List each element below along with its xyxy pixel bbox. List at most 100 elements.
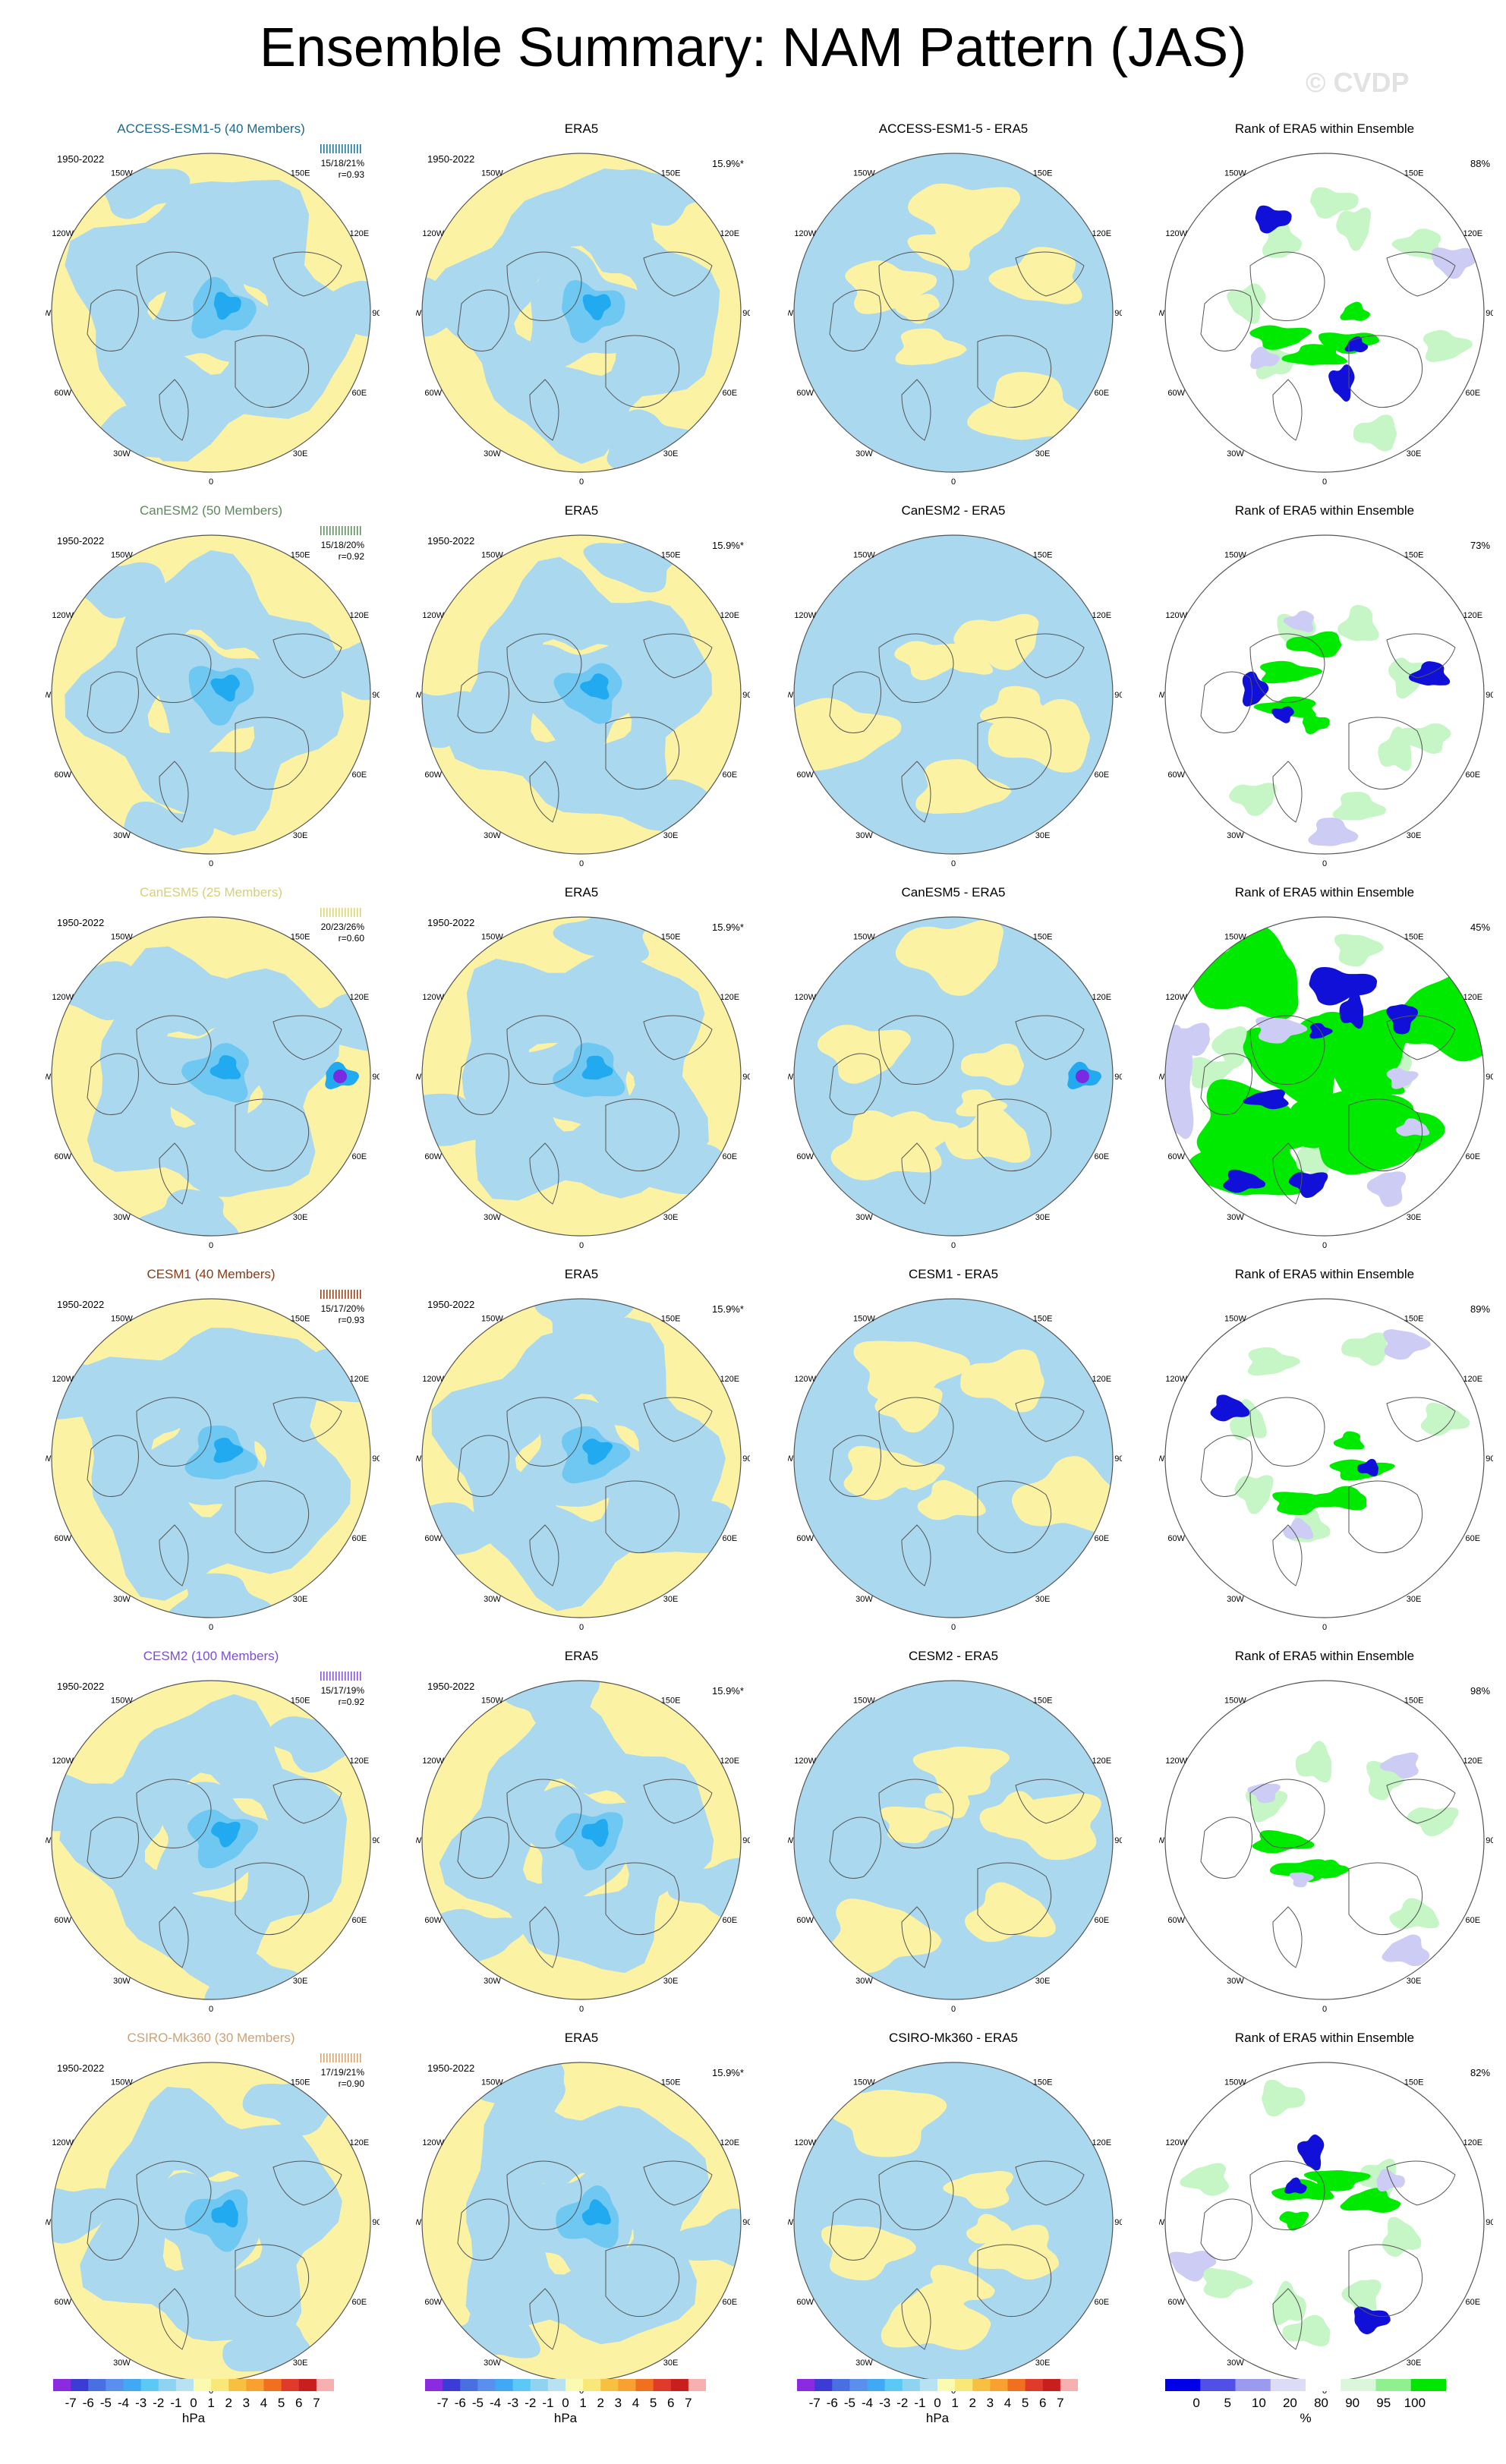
coastline-1 (829, 2198, 881, 2261)
lon-label-ur: 120E (1092, 1375, 1111, 1384)
negative-anomaly-ring (87, 946, 340, 1197)
rank-low-region (1308, 818, 1359, 846)
lon-label-bl: 30W (855, 449, 873, 458)
lon-label-ur: 120E (1463, 993, 1482, 1002)
lon-label-bottom: 0 (951, 1623, 956, 1632)
coastline-2 (1348, 2244, 1423, 2317)
era5-title: ERA5 (564, 885, 599, 900)
colorbar-tick: 0 (934, 2396, 941, 2410)
diff-map: 180090W90E150W150E120W120E60W60E30W30E (788, 153, 1122, 487)
map-boundary (1164, 1298, 1485, 1618)
coastline-3 (1015, 251, 1085, 297)
rank-low-region (1255, 205, 1292, 234)
lon-label-tr: 150E (1404, 1314, 1424, 1323)
rank-high-region (1340, 301, 1371, 321)
rank-low-region (1297, 2134, 1325, 2171)
coastline-1 (829, 289, 881, 351)
colorbar-tick: 3 (614, 2396, 622, 2410)
lon-label-l: 90W (1159, 2218, 1165, 2227)
rank-panel: Rank of ERA5 within Ensemble89%180090W90… (1136, 1267, 1506, 1646)
model-period: 1950-2022 (57, 2062, 105, 2074)
lon-label-r: 90E (372, 309, 380, 318)
lon-label-tl: 150W (853, 1314, 875, 1323)
lon-label-bl: 30W (855, 1213, 873, 1222)
positive-anomaly (845, 260, 937, 314)
lon-label-tl: 150W (1224, 2078, 1246, 2087)
colorbar-swatch (140, 2379, 159, 2391)
lon-label-br: 30E (293, 831, 308, 840)
colorbar-unit: hPa (925, 2411, 950, 2425)
lon-label-l: 90W (416, 1073, 422, 1082)
era5-pct: 15.9%* (712, 922, 744, 933)
lon-label-bottom: 0 (1322, 1241, 1327, 1250)
colorbar-tick: 2 (969, 2396, 976, 2410)
lon-label-br: 30E (663, 1977, 679, 1986)
coastline-1 (1200, 1816, 1252, 1879)
positive-anomaly (965, 1882, 1056, 1943)
model-panel: CESM2 (100 Members) 1950-2022 15/17/19% r=0… (23, 1649, 399, 2028)
colorbar-swatch (460, 2379, 478, 2391)
positive-anomaly (961, 1043, 1025, 1086)
era5-panel: ERA51950-202215.9%*180090W90E150W150E120… (393, 2031, 770, 2410)
model-map: 180090W90E150W150E120W120E60W60E30W30E (46, 916, 380, 1250)
lon-label-l: 90W (788, 1454, 794, 1464)
lon-label-tr: 150E (1404, 550, 1424, 559)
rank-low-region (1288, 1172, 1328, 1199)
ensemble-spread-icon (320, 908, 361, 917)
colorbar-tick: 1 (951, 2396, 959, 2410)
lon-label-bl: 30W (855, 831, 873, 840)
lon-label-bottom: 0 (951, 477, 956, 487)
colorbar-swatch (123, 2379, 142, 2391)
rank-panel: Rank of ERA5 within Ensemble82%180090W90… (1136, 2031, 1506, 2410)
rank-low-region (1386, 1067, 1419, 1089)
colorbar-tick: -2 (525, 2396, 537, 2410)
colorbar-swatch (670, 2379, 689, 2391)
colorbar-tick: -3 (135, 2396, 147, 2410)
colorbar-swatch (298, 2379, 317, 2391)
lon-label-bl: 30W (855, 1977, 873, 1986)
rank-high-region (1337, 604, 1379, 641)
map-boundary (51, 534, 371, 855)
rank-high-region (1201, 2267, 1255, 2299)
lon-label-bl: 30W (113, 1977, 131, 1986)
lon-label-tr: 150E (291, 932, 310, 941)
lon-label-ur: 120E (349, 229, 369, 238)
positive-anomaly (853, 1341, 972, 1405)
rank-panel: Rank of ERA5 within Ensemble98%180090W90… (1136, 1649, 1506, 2028)
coastline-2 (235, 1480, 310, 1554)
rank-high-region (1378, 726, 1412, 771)
coastline-4 (1272, 1906, 1303, 1968)
coastline-4 (529, 1524, 559, 1586)
model-correlation: r=0.90 (338, 2078, 364, 2089)
lon-label-br: 30E (293, 1595, 308, 1604)
colorbar-swatch (71, 2379, 89, 2391)
rank-high-region (1286, 631, 1342, 658)
lon-label-ur: 120E (1092, 611, 1111, 620)
negative-anomaly-ring (446, 556, 712, 818)
coastline-2 (1348, 1098, 1423, 1172)
lon-label-ll: 60W (1167, 2298, 1185, 2307)
lon-label-bottom: 0 (579, 1241, 584, 1250)
coastline-1 (1200, 1053, 1252, 1115)
diff-panel: CanESM5 - ERA5180090W90E150W150E120W120E… (765, 885, 1142, 1265)
coastline-0 (136, 1779, 212, 1848)
colorbar-unit: % (1300, 2411, 1312, 2425)
rank-low-region (1271, 706, 1294, 723)
diff-title: ACCESS-ESM1-5 - ERA5 (878, 121, 1029, 136)
ensemble-spread-icon (320, 144, 361, 153)
coastline-0 (506, 1397, 582, 1467)
lon-label-tl: 150W (111, 169, 133, 178)
field-background (794, 535, 1113, 854)
colorbar-swatch (246, 2379, 264, 2391)
era5-period: 1950-2022 (427, 1299, 475, 1310)
rank-high-region (1344, 1071, 1405, 1097)
lon-label-ll: 60W (54, 389, 71, 398)
colorbar-tick: 4 (632, 2396, 640, 2410)
lon-label-tr: 150E (661, 169, 681, 178)
map-boundary (51, 153, 371, 473)
era5-period: 1950-2022 (427, 2062, 475, 2074)
positive-anomaly (825, 2089, 947, 2157)
rank-low-region (1309, 966, 1378, 1006)
lon-label-lr: 60E (1466, 770, 1481, 780)
model-period: 1950-2022 (57, 535, 105, 547)
